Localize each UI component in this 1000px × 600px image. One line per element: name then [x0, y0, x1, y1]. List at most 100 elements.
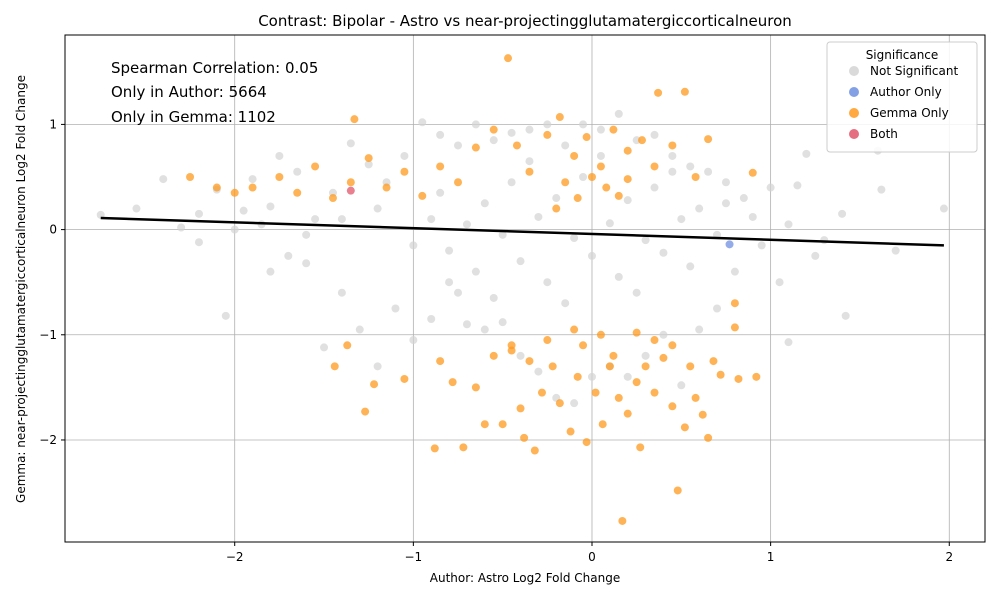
point-gemma-only [614, 393, 623, 402]
point-not-significant [445, 278, 454, 287]
point-not-significant [721, 199, 730, 208]
point-not-significant [293, 167, 302, 176]
point-not-significant [194, 209, 203, 218]
y-axis-ticks: −2 −1 0 1 [39, 117, 65, 447]
y-tick-label: −2 [39, 433, 57, 447]
point-not-significant [409, 241, 418, 250]
point-not-significant [659, 248, 668, 257]
point-gemma-only [691, 393, 700, 402]
chart-title: Contrast: Bipolar - Astro vs near-projec… [258, 12, 792, 30]
point-not-significant [373, 204, 382, 213]
point-not-significant [784, 220, 793, 229]
point-gemma-only [680, 87, 689, 96]
point-both [346, 186, 355, 195]
point-gemma-only [730, 323, 739, 332]
point-not-significant [507, 128, 516, 137]
point-gemma-only [370, 380, 379, 389]
point-gemma-only [704, 433, 713, 442]
annotations: Spearman Correlation: 0.05 Only in Autho… [111, 59, 318, 126]
point-not-significant [266, 202, 275, 211]
legend-marker [849, 66, 859, 76]
point-gemma-only [582, 438, 591, 447]
point-gemma-only [489, 351, 498, 360]
point-gemma-only [418, 191, 427, 200]
point-not-significant [739, 194, 748, 203]
point-gemma-only [561, 178, 570, 187]
point-not-significant [677, 381, 686, 390]
point-gemma-only [350, 115, 359, 124]
point-gemma-only [454, 178, 463, 187]
point-not-significant [534, 212, 543, 221]
point-not-significant [320, 343, 329, 352]
point-not-significant [525, 125, 534, 134]
point-not-significant [623, 372, 632, 381]
point-not-significant [462, 320, 471, 329]
point-gemma-only [343, 341, 352, 350]
point-not-significant [337, 215, 346, 224]
point-not-significant [841, 311, 850, 320]
point-not-significant [614, 272, 623, 281]
point-not-significant [409, 336, 418, 345]
point-not-significant [284, 251, 293, 260]
point-gemma-only [605, 362, 614, 371]
point-gemma-only [618, 516, 627, 525]
point-gemma-only [673, 486, 682, 495]
point-gemma-only [520, 433, 529, 442]
point-gemma-only [636, 443, 645, 452]
point-gemma-only [555, 399, 564, 408]
point-not-significant [641, 351, 650, 360]
point-not-significant [552, 194, 561, 203]
point-gemma-only [650, 336, 659, 345]
point-gemma-only [668, 141, 677, 150]
point-gemma-only [668, 341, 677, 350]
point-gemma-only [364, 154, 373, 163]
point-not-significant [596, 125, 605, 134]
point-gemma-only [623, 175, 632, 184]
point-gemma-only [716, 370, 725, 379]
regression-line [100, 216, 944, 247]
point-gemma-only [573, 372, 582, 381]
point-not-significant [346, 139, 355, 148]
point-not-significant [159, 175, 168, 184]
point-not-significant [766, 183, 775, 192]
point-not-significant [337, 288, 346, 297]
point-gemma-only [591, 388, 600, 397]
y-tick-label: 1 [49, 117, 57, 131]
legend: Significance Not Significant Author Only G… [826, 41, 978, 153]
point-gemma-only [668, 402, 677, 411]
point-gemma-only [709, 357, 718, 366]
point-not-significant [623, 196, 632, 205]
point-not-significant [686, 162, 695, 171]
point-not-significant [704, 167, 713, 176]
point-gemma-only [602, 183, 611, 192]
point-not-significant [230, 225, 239, 234]
point-not-significant [570, 234, 579, 243]
point-not-significant [668, 167, 677, 176]
point-not-significant [587, 251, 596, 260]
point-not-significant [820, 236, 829, 245]
x-tick-label: 2 [945, 550, 953, 564]
point-gemma-only [548, 362, 557, 371]
point-not-significant [650, 183, 659, 192]
point-gemma-only [691, 173, 700, 182]
annotation-only-author: Only in Author: 5664 [111, 83, 267, 101]
legend-label: Not Significant [870, 64, 958, 78]
point-gemma-only [525, 357, 534, 366]
point-gemma-only [654, 88, 663, 97]
point-gemma-only [248, 183, 257, 192]
point-not-significant [480, 199, 489, 208]
y-tick-label: 0 [49, 223, 57, 237]
point-gemma-only [430, 444, 439, 453]
point-gemma-only [543, 336, 552, 345]
point-not-significant [534, 367, 543, 376]
point-not-significant [489, 136, 498, 145]
point-not-significant [445, 246, 454, 255]
point-not-significant [516, 257, 525, 266]
point-gemma-only [516, 404, 525, 413]
point-not-significant [748, 212, 757, 221]
y-axis-label: Gemma: near-projectingglutamatergiccorti… [14, 75, 28, 503]
point-gemma-only [734, 374, 743, 383]
point-gemma-only [552, 204, 561, 213]
point-gemma-only [436, 357, 445, 366]
point-not-significant [266, 267, 275, 276]
